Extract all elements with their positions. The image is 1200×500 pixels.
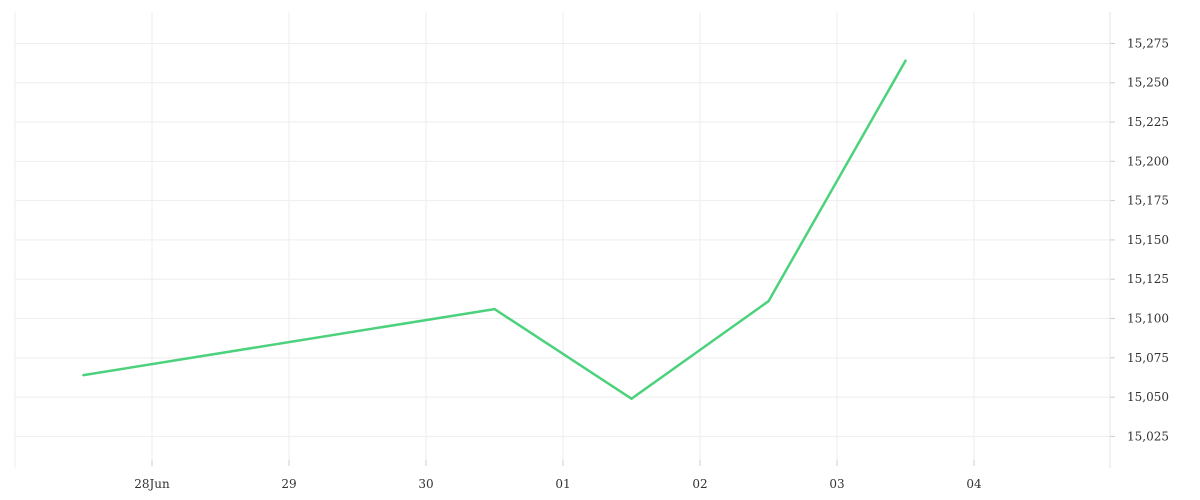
x-tick-label: 02 xyxy=(692,477,707,491)
y-tick-label: 15,125 xyxy=(1127,272,1169,286)
y-tick-label: 15,175 xyxy=(1127,194,1169,208)
y-axis-tick-labels: 15,025 15,050 15,075 15,100 15,125 15,150 15,1… xyxy=(1127,36,1169,443)
y-tick-label: 15,050 xyxy=(1127,390,1169,404)
y-tick-label: 15,250 xyxy=(1127,76,1169,90)
data-point xyxy=(82,373,85,377)
data-point xyxy=(767,300,770,303)
data-point xyxy=(493,307,496,311)
y-tick-label: 15,225 xyxy=(1127,115,1169,129)
x-tick-label: 01 xyxy=(555,477,570,491)
series-line xyxy=(82,59,907,400)
x-tick-label: 29 xyxy=(281,477,296,491)
y-tick-label: 15,275 xyxy=(1127,36,1169,50)
chart-grid xyxy=(15,12,1110,460)
x-tick-label: 30 xyxy=(418,477,433,491)
x-tick-label: 28Jun xyxy=(134,477,170,491)
y-tick-label: 15,200 xyxy=(1127,154,1169,168)
y-tick-label: 15,150 xyxy=(1127,233,1169,247)
y-tick-label: 15,100 xyxy=(1127,312,1169,326)
data-point xyxy=(904,59,907,62)
x-axis-tick-labels: 28Jun 29 30 01 02 03 04 xyxy=(134,477,982,491)
y-tick-label: 15,075 xyxy=(1127,351,1169,365)
x-tick-label: 04 xyxy=(966,477,982,491)
chart-axes xyxy=(14,12,1115,468)
x-tick-label: 03 xyxy=(829,477,844,491)
data-point xyxy=(630,397,633,400)
chart-series xyxy=(82,59,907,400)
y-tick-label: 15,025 xyxy=(1127,429,1169,443)
